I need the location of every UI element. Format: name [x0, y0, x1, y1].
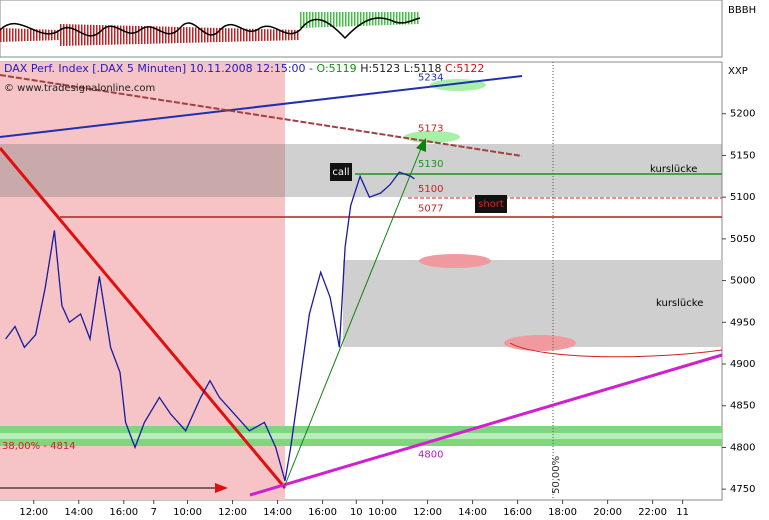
level-label: 5234: [418, 72, 443, 83]
x-tick-label: 7: [151, 507, 157, 518]
annotation: 38,00% - 4814: [2, 441, 76, 452]
price-line: [5, 171, 415, 481]
level-label: 5130: [418, 159, 443, 170]
annotation: kurslücke: [656, 298, 703, 309]
trend-line: [249, 353, 723, 497]
indicator-label: BBBH: [728, 5, 756, 16]
y-tick-label: 5150: [730, 150, 755, 161]
fib-band: [0, 433, 722, 439]
y-tick-label: 4850: [730, 401, 755, 412]
y-tick-label: 4750: [730, 484, 755, 495]
call-box: [330, 163, 352, 181]
title-part: L:5118: [404, 62, 442, 75]
y-tick-label: 5200: [730, 109, 755, 120]
highlight: [504, 335, 576, 351]
chart-title: DAX Perf. Index [.DAX 5 Minuten] 10.11.2…: [4, 62, 484, 75]
arrow-head: [215, 483, 228, 493]
y-tick-label: 5050: [730, 234, 755, 245]
x-tick-label: 14:00: [263, 507, 292, 518]
highlight: [404, 131, 460, 143]
trend-line: [0, 75, 523, 138]
x-tick-label: 10: [350, 507, 363, 518]
title-part: H:5123: [360, 62, 400, 75]
level-label: 5100: [418, 184, 443, 195]
x-tick-label: 12:00: [19, 507, 48, 518]
gap-zone: [0, 144, 722, 197]
title-part: C:5122: [445, 62, 484, 75]
x-tick-label: 14:00: [458, 507, 487, 518]
trend-line: [0, 147, 287, 489]
x-tick-label: 16:00: [503, 507, 532, 518]
level-label: 5077: [418, 203, 443, 214]
x-tick-label: 16:00: [308, 507, 337, 518]
x-tick-label: 12:00: [218, 507, 247, 518]
annotation: short: [478, 199, 504, 210]
highlight: [419, 254, 491, 268]
title-part: O:5119: [317, 62, 357, 75]
trend-line: [0, 74, 523, 157]
x-tick-label: 18:00: [548, 507, 577, 518]
x-tick-label: 20:00: [593, 507, 622, 518]
y-tick-label: 4950: [730, 317, 755, 328]
plot-layer: [5, 171, 415, 481]
arrow-line: [284, 145, 423, 486]
y-tick-label: 4800: [730, 442, 755, 453]
x-tick-label: 22:00: [638, 507, 667, 518]
x-tick-label: 12:00: [413, 507, 442, 518]
copyright: © www.tradesignalonline.com: [4, 83, 155, 94]
annotation: kurslücke: [650, 164, 697, 175]
y-tick-label: 4900: [730, 359, 755, 370]
x-tick-label: 10:00: [173, 507, 202, 518]
annotation: 50,00%: [551, 456, 562, 494]
curve: [509, 342, 723, 358]
x-tick-label: 11: [676, 507, 689, 518]
x-tick-label: 16:00: [109, 507, 138, 518]
x-tick-label: 14:00: [64, 507, 93, 518]
y-tick-label: 5000: [730, 276, 755, 287]
level-label: 5173: [418, 123, 443, 134]
level-label: 4800: [418, 449, 443, 460]
arrow-head: [416, 138, 426, 152]
x-tick-label: 10:00: [368, 507, 397, 518]
annotation: call: [332, 167, 349, 178]
short-box: [475, 195, 507, 213]
axis-label: XXP: [728, 66, 748, 77]
y-tick-label: 5100: [730, 192, 755, 203]
indicator-line: [0, 17, 421, 40]
title-part: DAX Perf. Index [.DAX 5 Minuten] 10.11.2…: [4, 62, 317, 75]
gap-zone: [343, 260, 722, 347]
